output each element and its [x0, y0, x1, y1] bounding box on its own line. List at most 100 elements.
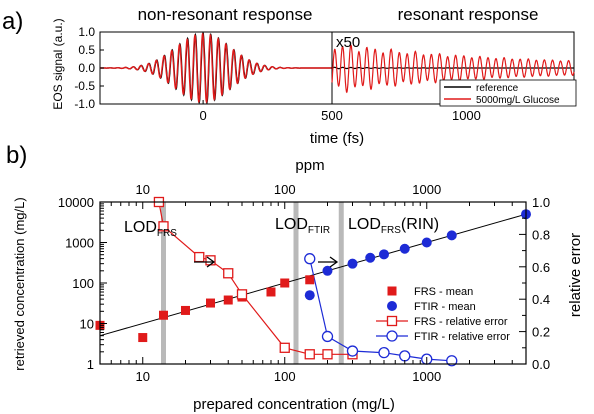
legend-entry-frs-mean: FRS - mean: [387, 286, 473, 298]
b-y-tick-label: 1: [87, 357, 94, 372]
marker-frs-relative-error: [304, 349, 315, 360]
lod-rin-label: LODFRS(RIN): [348, 216, 439, 236]
marker-ftir-relative-error: [399, 350, 411, 362]
panel-b-ticks: 10 10 100 100 1000 1000 1 10 100 1000 10000 0.0 0.2 0…: [58, 182, 550, 384]
a-right-x-tick-label: 500: [321, 108, 343, 123]
marker-frs-mean: [205, 298, 215, 308]
b-y2-tick-label: 0.0: [532, 357, 550, 372]
panel-b-ylabel-left: retrieved concentration (mg/L): [12, 197, 27, 370]
legend-label: FTIR - mean: [414, 301, 476, 313]
lod-band-frs: [160, 202, 166, 364]
a-left-x-tick-label: 0: [199, 108, 206, 123]
panel-a-scale-note: x50: [336, 34, 360, 51]
legend-box: [439, 79, 577, 107]
panel-b-legend: FRS - mean FTIR - mean FRS - relative erro…: [376, 286, 510, 343]
lod-ftir-label: LODFTIR: [275, 216, 330, 236]
marker-ftir-mean: [379, 249, 389, 260]
panel-b-xlabel: prepared concentration (mg/L): [193, 396, 395, 413]
marker-frs-relative-error: [158, 221, 169, 232]
marker-ftir-relative-error: [346, 345, 359, 357]
marker-frs-mean: [280, 278, 290, 288]
marker-ftir-relative-error: [378, 347, 390, 359]
legend-entry-frs-relative-error: FRS - relative error: [376, 315, 508, 328]
legend-label: FRS - mean: [414, 286, 473, 298]
marker-frs-mean: [223, 295, 233, 305]
marker-frs-mean: [180, 305, 190, 315]
panel-a-subtitle-right: resonant response: [398, 5, 539, 24]
marker-ftir-relative-error: [321, 330, 334, 343]
panel-a-right-x-ticks: 500 1000: [321, 100, 481, 123]
panel-b-plot: 10 10 100 100 1000 1000 1 10 100 1000 10000 0.0 0.2 0…: [58, 182, 550, 384]
marker-ftir-mean: [365, 252, 376, 263]
line-frs-relative-error: [158, 201, 353, 355]
marker-ftir-relative-error: [304, 253, 316, 265]
panel-a-subtitle-left: non-resonant response: [138, 5, 313, 24]
marker-ftir-mean: [304, 290, 315, 301]
panel-a-left-x-ticks: 0: [199, 100, 333, 123]
marker-frs-relative-error: [322, 349, 333, 360]
lod-bands: [160, 202, 344, 364]
a-left-y-tick-label: -1.0: [74, 97, 95, 111]
legend-label-glucose: 5000mg/L Glucose: [476, 95, 560, 106]
svg-text:LODFRS(RIN): LODFRS(RIN): [348, 216, 439, 236]
marker-frs-relative-error: [279, 342, 290, 353]
arrow-ftir: [318, 256, 339, 268]
a-right-x-tick-label: 1000: [452, 108, 481, 123]
marker-frs-mean: [158, 310, 168, 320]
marker-frs-relative-error: [194, 251, 205, 263]
panel-a-legend: reference 5000mg/L Glucose: [439, 79, 577, 107]
lod-band-ftir: [293, 202, 299, 364]
a-left-y-tick-label: 0.0: [78, 61, 95, 75]
panel-a-label: a): [2, 8, 23, 35]
marker-ftir-mean: [399, 243, 410, 254]
panel-b-top-axis-label: ppm: [295, 157, 324, 174]
legend-entry-ftir-mean: FTIR - mean: [387, 301, 476, 313]
svg-text:LODFRS: LODFRS: [124, 219, 177, 239]
marker-ftir-mean: [322, 265, 333, 276]
b-x-top-tick-label: 100: [274, 182, 296, 197]
b-y-tick-label: 100: [72, 276, 94, 291]
b-x-tick-label: 100: [274, 369, 296, 384]
b-x-top-tick-label: 10: [136, 182, 150, 197]
b-x-tick-label: 1000: [412, 369, 441, 384]
b-y2-tick-label: 0.8: [532, 227, 550, 242]
b-y-tick-label: 10000: [58, 195, 94, 210]
legend-label-reference: reference: [476, 83, 519, 94]
marker-frs-mean: [266, 287, 276, 297]
panel-a-left-plot: -1.0 -0.5 0.0 0.5 1.0 0: [74, 25, 333, 123]
b-y-tick-label: 10: [80, 317, 94, 332]
panel-a-xlabel: time (fs): [310, 130, 364, 147]
marker-frs-mean: [138, 333, 148, 343]
marker-ftir-relative-error: [446, 355, 458, 367]
marker-frs-mean: [305, 275, 315, 285]
b-y2-tick-label: 0.2: [532, 325, 550, 340]
panel-a-left-y-ticks: -1.0 -0.5 0.0 0.5 1.0: [74, 25, 104, 111]
marker-ftir-mean: [446, 230, 457, 241]
legend-label: FTIR - relative error: [414, 331, 510, 343]
series-line-glucose: [100, 32, 332, 104]
a-left-y-tick-label: 0.5: [78, 43, 95, 57]
a-left-y-tick-label: -0.5: [74, 79, 95, 93]
panel-b-label: b): [6, 142, 27, 169]
panel-a-right-curves: [331, 44, 575, 94]
series-line-glucose: [331, 44, 575, 94]
legend-entry-ftir-relative-error: FTIR - relative error: [376, 330, 510, 343]
marker-ftir-mean: [347, 258, 358, 269]
b-x-top-tick-label: 1000: [412, 182, 441, 197]
lod-band-frsrin: [338, 202, 344, 364]
panel-a-left-curves: [100, 31, 332, 105]
lod-frs-label: LODFRS: [124, 219, 177, 239]
legend-label: FRS - relative error: [414, 316, 508, 328]
marker-ftir-mean: [421, 237, 432, 248]
b-y2-tick-label: 0.6: [532, 260, 550, 275]
panel-a-right-plot: 500 1000 x50 reference 5000mg/L Glucose: [321, 31, 577, 123]
panel-a-ylabel: EOS signal (a.u.): [51, 18, 65, 109]
b-x-tick-label: 10: [136, 369, 150, 384]
a-left-y-tick-label: 1.0: [78, 25, 95, 39]
b-y2-tick-label: 1.0: [532, 195, 550, 210]
b-y-tick-label: 1000: [65, 236, 94, 251]
b-y2-tick-label: 0.4: [532, 292, 550, 307]
marker-frs-relative-error: [223, 268, 234, 279]
svg-text:LODFTIR: LODFTIR: [275, 216, 330, 236]
